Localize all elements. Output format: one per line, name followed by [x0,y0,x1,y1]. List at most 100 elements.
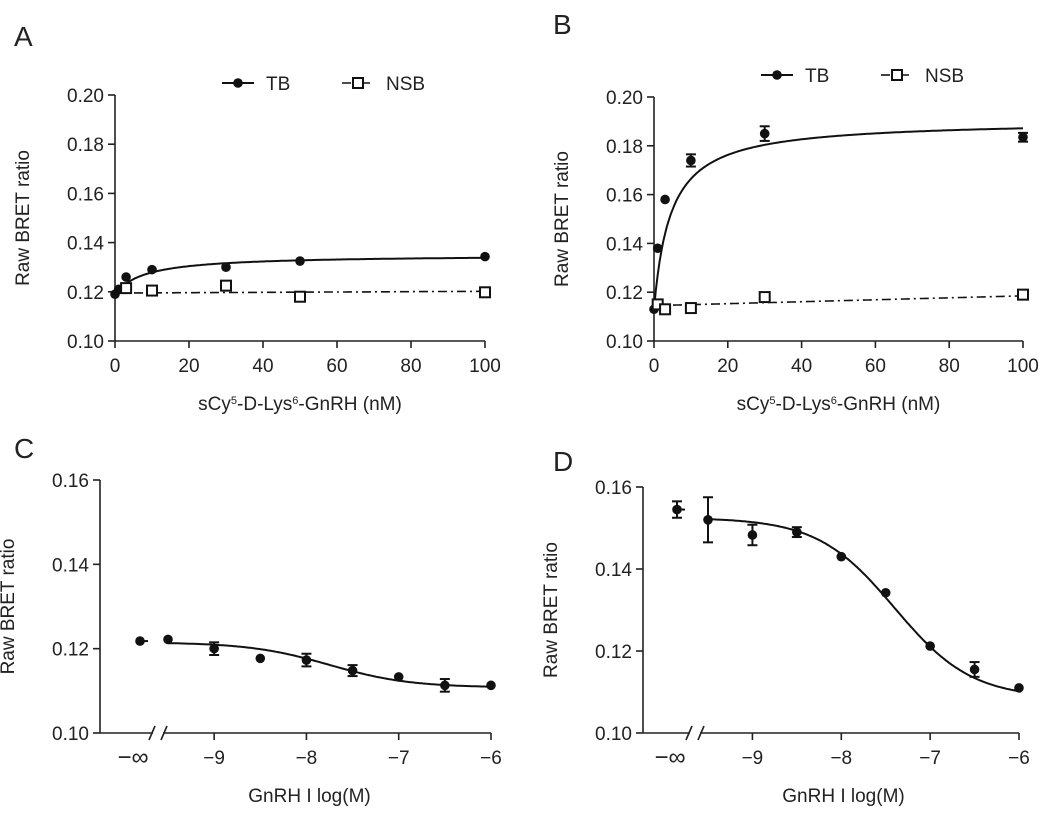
y-tick-label: 0.10 [606,332,643,353]
y-axis-title: Raw BRET ratio [552,151,573,287]
y-tick-label: 0.16 [595,478,632,499]
x-tick-label: 60 [865,356,886,377]
x-tick-label: −8 [830,748,852,769]
data-point-nsb [146,284,158,297]
y-tick-label: 0.14 [606,234,643,255]
x-axis-title: sCy5-D-Lys6-GnRH (nM) [737,394,941,415]
y-axis-title: Raw BRET ratio [541,542,562,678]
y-tick-label: 0.18 [606,137,643,158]
fit-curve-series [167,642,492,688]
legend: TB NSB [222,74,425,95]
y-axis-title: Raw BRET ratio [0,539,19,675]
x-tick-label: 100 [469,356,501,377]
y-tick-label: 0.14 [67,234,104,255]
x-tick-label: 40 [791,356,812,377]
data-point-nsb [684,302,697,315]
x-tick-label: −7 [919,748,941,769]
x-tick-label: 60 [326,356,347,377]
data-point [925,641,935,651]
data-point-nsb [120,282,133,295]
data-point-nsb [1017,288,1029,301]
y-tick-label: 0.10 [595,724,632,745]
x-tick-label: −9 [742,748,764,769]
data-point [301,655,312,665]
legend-label-tb: TB [805,66,829,87]
chart-panel-d: D 0.10 0.12 0.14 0.16 Raw BRET ratio −∞ −9 −8 −7 −… [541,446,1030,807]
x-tick-label-neg-infinity: −∞ [117,744,148,771]
data-point-tb [221,262,231,273]
panel-letter: D [553,446,573,477]
data-point [792,527,802,537]
y-tick-label: 0.16 [67,184,104,205]
data-point-tb [147,264,157,275]
data-point [163,634,173,645]
x-axis-title: GnRH I log(M) [782,786,904,807]
x-tick-label: −6 [1008,748,1030,769]
y-tick-label: 0.10 [52,724,89,745]
panel-letter: A [14,21,33,52]
legend-marker-tb [772,70,782,80]
data-point-nsb [758,291,771,304]
panel-letter: B [553,9,572,40]
data-point [880,587,891,598]
data-point [969,664,980,675]
legend-label-tb: TB [266,74,290,95]
fit-curve-tb [653,127,1024,310]
x-tick-label: 0 [649,356,660,377]
x-tick-label: 20 [717,356,738,377]
data-point-tb [295,256,305,266]
panel-letter: C [14,433,34,464]
legend-marker-tb [233,78,243,88]
data-point-tb [480,251,490,262]
y-tick-label: 0.20 [606,88,643,109]
x-axis-title: GnRH I log(M) [248,786,370,807]
legend-marker-nsb [352,77,364,89]
y-tick-label: 0.10 [67,332,104,353]
data-point-tb [660,194,670,205]
y-tick-label: 0.12 [606,283,643,304]
x-tick-label: 100 [1007,356,1039,377]
data-point [347,665,358,676]
x-tick-label: −6 [480,748,502,769]
data-point-nsb [294,290,306,303]
data-point [836,551,847,562]
x-tick-label: 40 [252,356,273,377]
y-tick-label: 0.12 [67,283,104,304]
y-tick-label: 0.16 [52,471,89,492]
x-tick-label: −9 [203,748,225,769]
data-point-nsb [479,286,491,299]
y-axis-title: Raw BRET ratio [13,150,34,286]
y-tick-label: 0.14 [595,560,632,581]
data-point [703,515,713,525]
data-point-nsb [659,303,672,316]
x-axis-title: sCy5-D-Lys6-GnRH (nM) [198,394,402,415]
chart-panel-c: C 0.10 0.12 0.14 0.16 Raw BRET ratio −∞ −9 −8 −7 −… [0,433,502,807]
legend-marker-nsb [891,69,903,81]
data-point-control [672,504,682,515]
data-point-tb [759,128,770,139]
legend-label-nsb: NSB [925,66,964,87]
data-point-tb [121,272,131,282]
data-point [486,680,496,691]
data-point [255,653,266,664]
x-tick-label: 0 [110,356,121,377]
chart-panel-b: B 0.10 0.12 0.14 0.16 0.18 0.20 Raw BRET ratio 0… [552,9,1039,415]
axis-break-mark [148,725,156,741]
x-tick-label: 20 [178,356,199,377]
data-point-nsb [220,279,232,292]
x-tick-label-neg-infinity: −∞ [654,744,685,771]
y-tick-label: 0.20 [67,86,104,107]
x-tick-label: 80 [939,356,960,377]
data-point [393,672,404,682]
axis-break-mark [160,725,168,741]
fit-curve-series [708,518,1020,693]
axis-break-mark [685,725,693,741]
data-point [209,643,219,654]
legend: TB NSB [761,66,964,87]
y-tick-label: 0.14 [52,555,89,576]
y-tick-label: 0.16 [606,186,643,207]
legend-label-nsb: NSB [386,74,425,95]
x-tick-label: −8 [296,748,318,769]
axis-break-mark [697,725,705,741]
